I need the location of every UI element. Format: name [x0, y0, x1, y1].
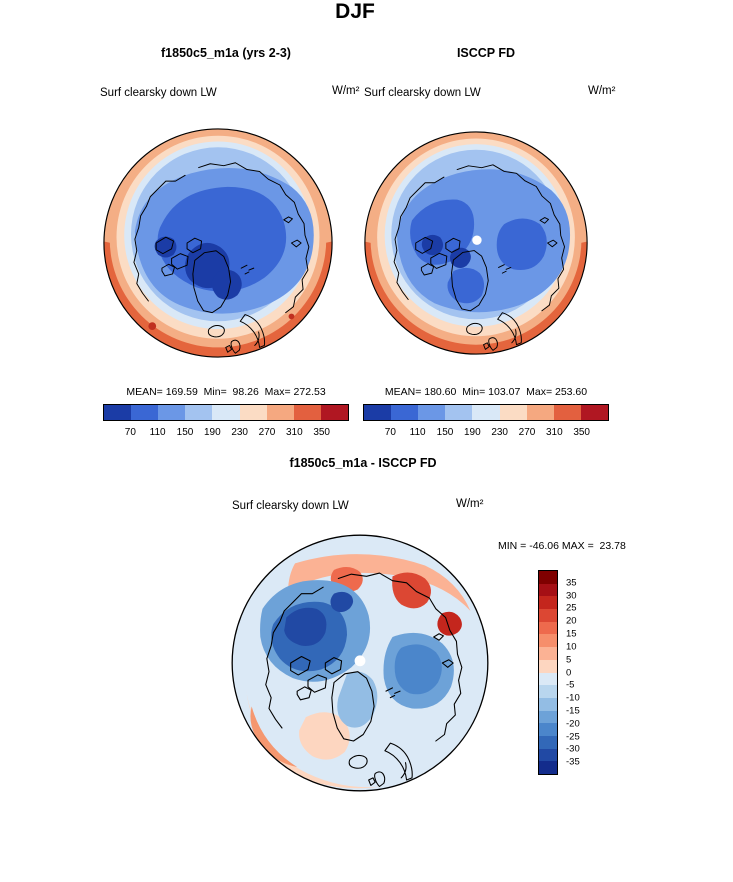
right-stats: MEAN= 180.60 Min= 103.07 Max= 253.60	[384, 386, 588, 398]
obs-map	[363, 130, 589, 356]
diff-field-label: Surf clearsky down LW	[232, 500, 349, 512]
right-colorbar	[363, 404, 609, 421]
right-colorbar-ticks: 70 110 150 190 230 270 310 350	[384, 427, 590, 438]
diff-units-label: W/m²	[456, 498, 484, 510]
left-stats: MEAN= 169.59 Min= 98.26 Max= 272.53	[126, 386, 326, 398]
diff-colorbar-ticks: 35 30 25 20 15 10 5 0 -5 -10 -15 -20 -25 -30 -35	[566, 577, 580, 768]
figure-title: DJF	[335, 0, 375, 23]
diff-minmax-label: MIN = -46.06 MAX = 23.78	[498, 540, 626, 552]
right-units-label: W/m²	[588, 85, 616, 97]
diff-colorbar	[538, 570, 558, 775]
left-colorbar	[103, 404, 349, 421]
left-units-label: W/m²	[332, 85, 360, 97]
right-panel-title: ISCCP FD	[456, 46, 516, 60]
model-map	[102, 127, 334, 359]
left-colorbar-ticks: 70 110 150 190 230 270 310 350	[124, 427, 330, 438]
left-field-label: Surf clearsky down LW	[100, 87, 217, 99]
right-field-label: Surf clearsky down LW	[364, 87, 481, 99]
left-panel-title: f1850c5_m1a (yrs 2-3)	[161, 46, 291, 60]
diff-panel-title: f1850c5_m1a - ISCCP FD	[289, 456, 437, 470]
difference-map	[230, 533, 490, 793]
